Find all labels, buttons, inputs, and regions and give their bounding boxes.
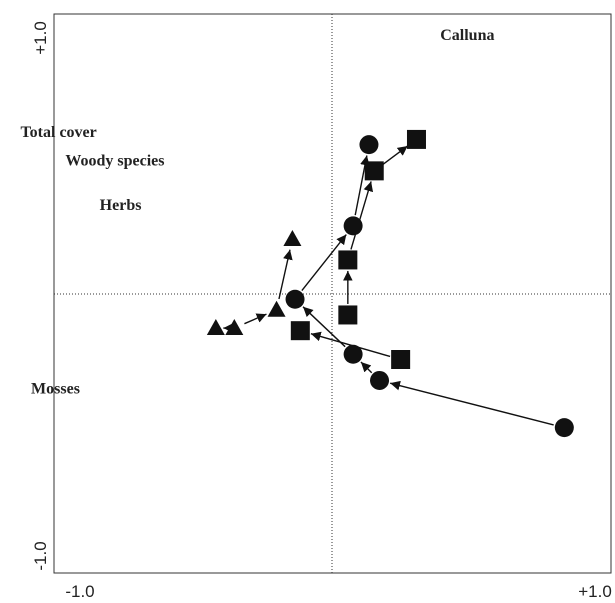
- triangle-point: [268, 301, 286, 317]
- triangle-point: [283, 230, 301, 246]
- trajectory-arrow: [279, 250, 290, 299]
- circle-point: [370, 371, 389, 390]
- variable-labels: Calluna Total cover Woody species Herbs Moss…: [20, 27, 494, 398]
- circle-point: [555, 418, 574, 437]
- x-tick-min: -1.0: [65, 582, 94, 601]
- trajectory-arrow: [351, 181, 371, 249]
- variable-label: Woody species: [65, 153, 164, 170]
- circle-point: [344, 345, 363, 364]
- y-tick-min: -1.0: [31, 541, 50, 570]
- trajectory-arrow: [390, 383, 553, 425]
- sample-points: [207, 130, 574, 437]
- circle-point: [359, 135, 378, 154]
- x-tick-max: +1.0: [578, 582, 612, 601]
- circle-point: [286, 290, 305, 309]
- square-point: [338, 305, 357, 324]
- variable-label: Calluna: [440, 27, 494, 44]
- square-point: [338, 250, 357, 269]
- trajectory-arrow: [383, 146, 408, 164]
- variable-label: Mosses: [31, 381, 80, 398]
- variable-label: Total cover: [20, 124, 96, 141]
- triangle-point: [207, 319, 225, 335]
- trajectory-arrow: [244, 314, 266, 324]
- variable-label: Herbs: [100, 197, 142, 214]
- square-point: [391, 350, 410, 369]
- trajectory-arrow: [361, 362, 372, 373]
- square-point: [365, 161, 384, 180]
- tick-labels: -1.0 +1.0 +1.0 -1.0: [31, 21, 612, 601]
- triangle-point: [225, 319, 243, 335]
- square-point: [291, 321, 310, 340]
- square-point: [407, 130, 426, 149]
- circle-point: [344, 216, 363, 235]
- y-tick-max: +1.0: [31, 21, 50, 55]
